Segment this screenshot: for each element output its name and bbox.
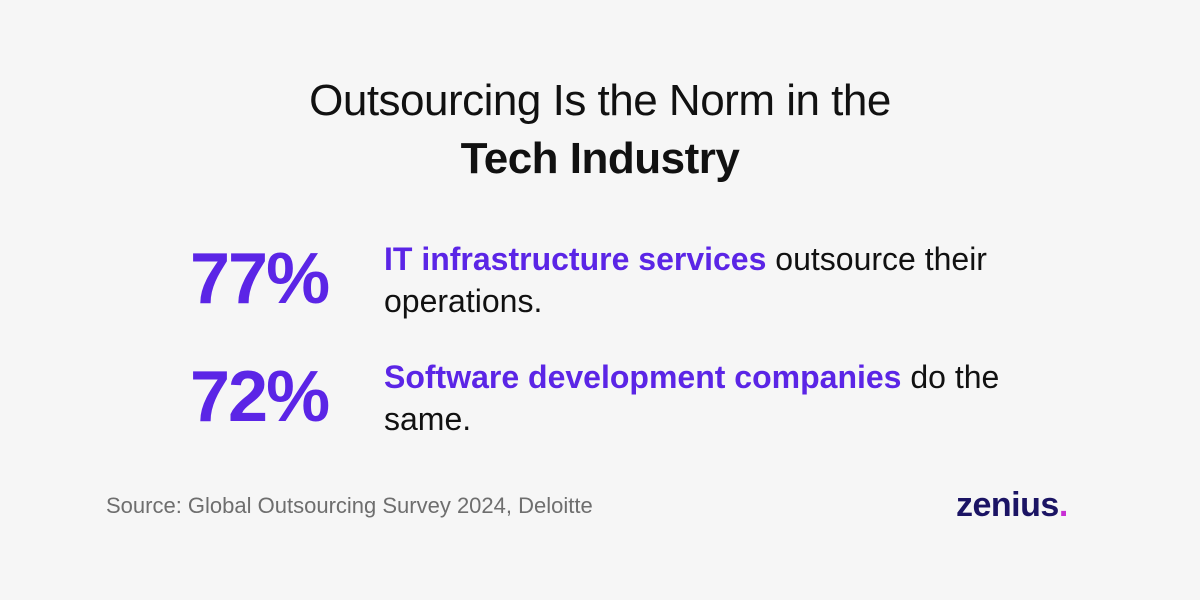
stat-item: 72% Software development companies do th… <box>190 354 1090 454</box>
stat-value: 77% <box>190 239 330 319</box>
page-title: Outsourcing Is the Norm in the Tech Indu… <box>0 72 1200 188</box>
title-line-2: Tech Industry <box>460 134 740 183</box>
brand-logo: zenius. <box>956 485 1068 525</box>
source-note: Source: Global Outsourcing Survey 2024, … <box>106 493 593 518</box>
title-line-1: Outsourcing Is the Norm in the <box>309 76 891 125</box>
stat-rest: outsource their operations. <box>384 241 987 319</box>
stat-description: IT infrastructure services outsource the… <box>384 238 1044 322</box>
stat-highlight: IT infrastructure services <box>384 241 767 277</box>
stat-value: 72% <box>190 357 330 437</box>
stat-item: 77% IT infrastructure services outsource… <box>190 236 1090 336</box>
stat-highlight: Software development companies <box>384 359 902 395</box>
stat-description: Software development companies do the sa… <box>384 356 1044 440</box>
stat-rest: do the same. <box>384 359 1000 437</box>
logo-wordmark: zenius <box>956 486 1059 524</box>
logo-dot: . <box>1058 486 1068 524</box>
